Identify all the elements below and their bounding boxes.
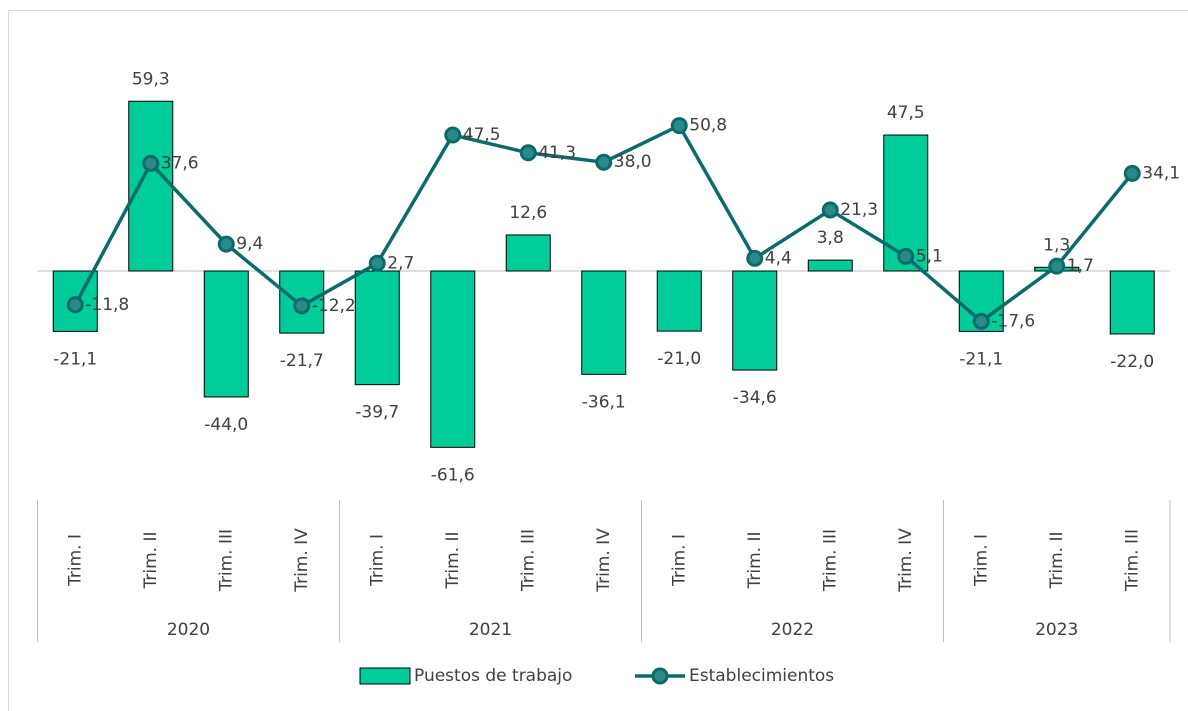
line-value-label: 5,1 bbox=[916, 246, 943, 266]
x-group-label: 2021 bbox=[469, 620, 512, 640]
line-marker bbox=[142, 154, 160, 172]
x-tick-label: Trim. I bbox=[367, 534, 387, 587]
line-value-label: 37,6 bbox=[161, 153, 199, 173]
x-tick-label: Trim. IV bbox=[292, 528, 312, 593]
bar-value-label: -21,0 bbox=[657, 349, 701, 369]
bar bbox=[430, 270, 476, 448]
bar bbox=[1109, 270, 1155, 335]
line-marker bbox=[293, 297, 311, 315]
line-marker bbox=[972, 312, 990, 330]
x-tick-label: Trim. III bbox=[820, 529, 840, 592]
x-group-label: 2023 bbox=[1035, 620, 1078, 640]
bar-value-label: -21,1 bbox=[959, 349, 1003, 369]
line-marker bbox=[444, 126, 462, 144]
bar-value-label: -39,7 bbox=[355, 403, 399, 423]
line-value-label: -17,6 bbox=[991, 311, 1035, 331]
line-marker bbox=[595, 153, 613, 171]
x-tick-label: Trim. III bbox=[216, 529, 236, 592]
x-tick-label: Trim. I bbox=[65, 534, 85, 587]
chart-frame bbox=[8, 10, 1188, 711]
x-tick-label: Trim. I bbox=[669, 534, 689, 587]
bar bbox=[732, 270, 778, 371]
bar-value-label: 59,3 bbox=[132, 69, 170, 89]
bar bbox=[203, 270, 249, 398]
line-value-label: 1,7 bbox=[1067, 256, 1094, 276]
line-marker bbox=[217, 235, 235, 253]
x-tick-label: Trim. II bbox=[745, 532, 765, 590]
line-value-label: 9,4 bbox=[236, 234, 263, 254]
bar-value-label: -22,0 bbox=[1110, 352, 1154, 372]
x-tick-label: Trim. I bbox=[971, 534, 991, 587]
bar bbox=[128, 100, 174, 272]
x-tick-label: Trim. II bbox=[443, 532, 463, 590]
bar-value-label: 12,6 bbox=[509, 203, 547, 223]
line-value-label: 2,7 bbox=[387, 253, 414, 273]
line-marker bbox=[897, 247, 915, 265]
bar bbox=[354, 270, 400, 386]
line-marker bbox=[821, 201, 839, 219]
line-value-label: 21,3 bbox=[840, 200, 878, 220]
line-marker bbox=[66, 296, 84, 314]
line-value-label: -12,2 bbox=[312, 296, 356, 316]
line-marker bbox=[519, 144, 537, 162]
x-group-label: 2020 bbox=[167, 620, 210, 640]
x-group-label: 2022 bbox=[771, 620, 814, 640]
bar bbox=[807, 259, 853, 272]
line-value-label: -11,8 bbox=[85, 295, 129, 315]
x-tick-label: Trim. II bbox=[141, 532, 161, 590]
bar-value-label: -34,6 bbox=[733, 388, 777, 408]
line-value-label: 50,8 bbox=[689, 116, 727, 136]
bar bbox=[505, 234, 551, 272]
bar-value-label: 47,5 bbox=[887, 103, 925, 123]
line-value-label: 47,5 bbox=[463, 125, 501, 145]
bar-value-label: 1,3 bbox=[1043, 235, 1070, 255]
x-tick-label: Trim. II bbox=[1047, 532, 1067, 590]
line-marker bbox=[670, 117, 688, 135]
legend-swatch bbox=[651, 667, 669, 685]
x-tick-label: Trim. III bbox=[1122, 529, 1142, 592]
bar-value-label: 3,8 bbox=[817, 228, 844, 248]
bar-value-label: -21,7 bbox=[280, 351, 324, 371]
bar-value-label: -61,6 bbox=[431, 465, 475, 485]
bar-value-label: -44,0 bbox=[204, 415, 248, 435]
bar bbox=[581, 270, 627, 375]
line-value-label: 34,1 bbox=[1142, 163, 1180, 183]
line-value-label: 4,4 bbox=[765, 248, 792, 268]
legend-label: Puestos de trabajo bbox=[414, 666, 572, 686]
legend-swatch bbox=[359, 667, 411, 685]
x-tick-label: Trim. IV bbox=[896, 528, 916, 593]
line-marker bbox=[1123, 164, 1141, 182]
line-value-label: 41,3 bbox=[538, 143, 576, 163]
x-tick-label: Trim. IV bbox=[594, 528, 614, 593]
bar-value-label: -21,1 bbox=[53, 349, 97, 369]
line-marker bbox=[746, 249, 764, 267]
line-marker bbox=[368, 254, 386, 272]
x-tick-label: Trim. III bbox=[518, 529, 538, 592]
line-value-label: 38,0 bbox=[614, 152, 652, 172]
legend-label: Establecimientos bbox=[689, 666, 834, 686]
bar bbox=[656, 270, 702, 332]
line-marker bbox=[1048, 257, 1066, 275]
bar-value-label: -36,1 bbox=[582, 392, 626, 412]
